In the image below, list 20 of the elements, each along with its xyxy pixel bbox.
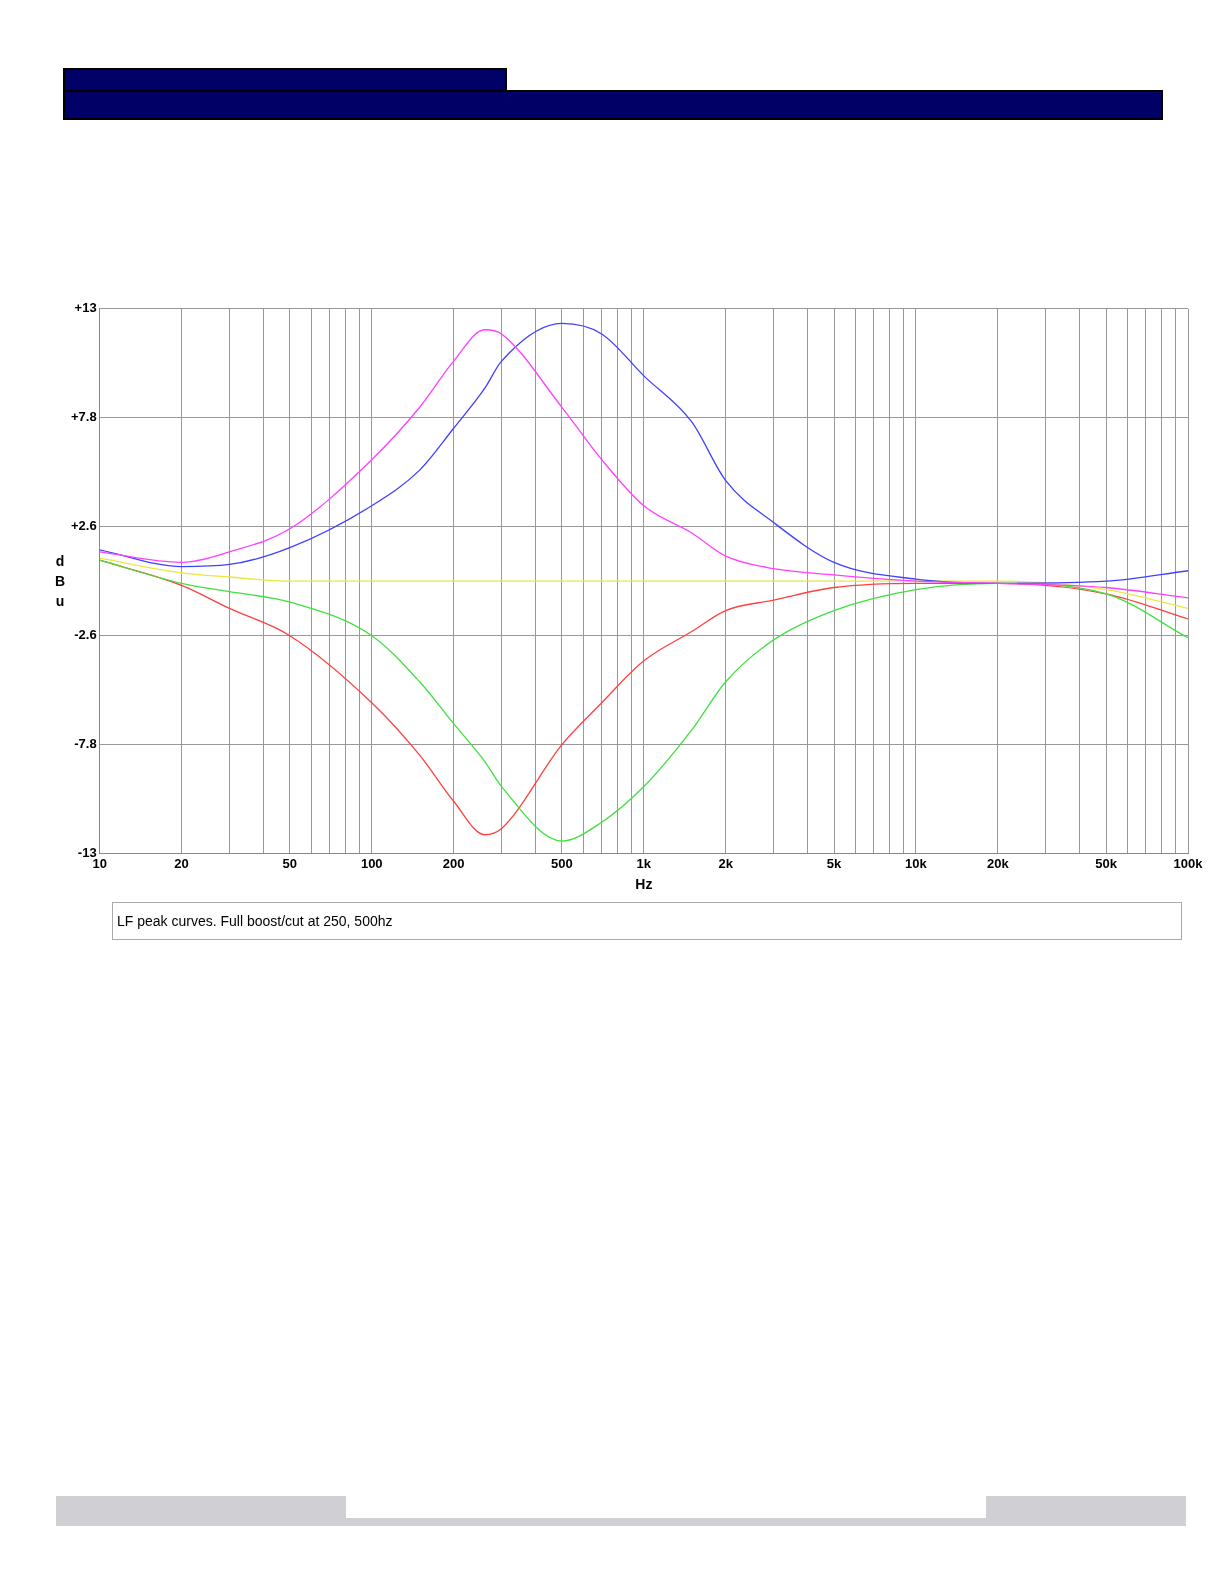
x-tick-label: 2k	[718, 855, 734, 871]
x-tick-label: 10k	[905, 855, 928, 871]
x-tick-label: 50k	[1095, 855, 1118, 871]
x-tick-label: 1k	[636, 855, 652, 871]
y-tick-label: -7.8	[74, 736, 97, 752]
x-tick-label: 200	[442, 855, 465, 871]
y-tick-label: +13	[74, 300, 97, 316]
x-tick-label: 20k	[986, 855, 1010, 871]
x-tick-label: 20	[174, 855, 189, 871]
text: LF peak curves. Full boost/cut at 250, 500hz	[112, 902, 1182, 940]
y-axis-title: dBu	[54, 553, 66, 610]
x-tick-label: 500	[551, 855, 573, 871]
x-tick-label: 50	[282, 855, 298, 871]
y-tick-label: -2.6	[74, 627, 97, 643]
y-tick-label: +7.8	[70, 409, 97, 425]
x-tick-label: 100	[360, 855, 383, 871]
x-tick-label: 5k	[826, 855, 843, 871]
x-axis-title: Hz	[635, 876, 653, 893]
x-tick-label: 100k	[1173, 855, 1204, 871]
y-tick-label: +2.6	[70, 518, 97, 534]
